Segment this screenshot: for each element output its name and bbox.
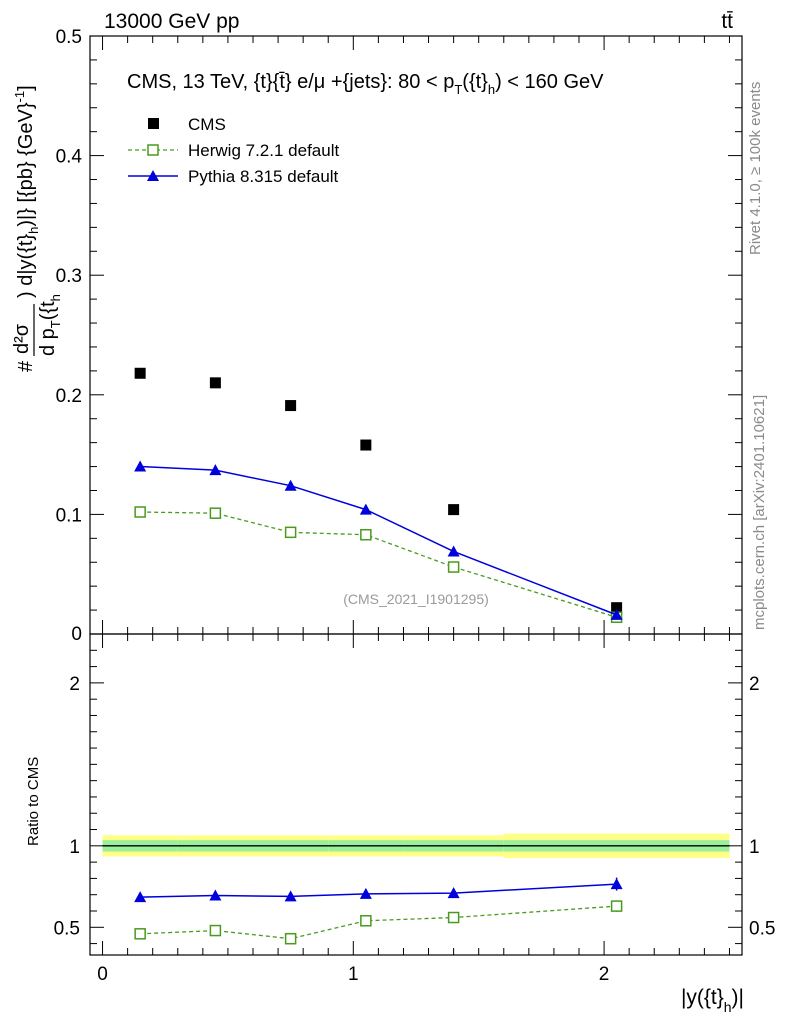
- series-line-herwig: [140, 511, 617, 618]
- legend-label-pythia: Pythia 8.315 default: [188, 167, 339, 186]
- rivet-label: Rivet 4.1.0, ≥ 100k events: [747, 82, 764, 255]
- svg-text:#: #: [15, 360, 37, 372]
- legend-item-cms: CMS: [148, 115, 226, 134]
- y-tick-label-ratio-right: 0.5: [749, 918, 775, 939]
- legend: CMS Herwig 7.2.1 default Pythia 8.315 de…: [128, 115, 339, 186]
- point-cms: [611, 602, 623, 614]
- ratio-point-herwig: [610, 900, 623, 912]
- chart-title: CMS, 13 TeV, {t}{t̄} e/μ +{jets}: 80 < p…: [127, 71, 604, 97]
- y-tick-label-main: 0.1: [56, 505, 82, 526]
- point-herwig: [447, 561, 460, 573]
- point-herwig: [284, 526, 297, 539]
- mcplots-label: mcplots.cern.ch [arXiv:2401.10621]: [751, 395, 768, 630]
- y-tick-label-main: 0.2: [56, 386, 82, 407]
- svg-text:d pT({th: d pT({th: [37, 294, 63, 356]
- ratio-point-pythia: [134, 891, 147, 903]
- ratio-plot-frame: [89, 633, 743, 956]
- y-tick-label-main: 0.5: [56, 27, 82, 48]
- y-tick-label-ratio-right: 2: [749, 674, 760, 695]
- legend-label-herwig: Herwig 7.2.1 default: [188, 141, 339, 160]
- legend-label-cms: CMS: [188, 115, 226, 134]
- ratio-series-layer: [134, 877, 623, 945]
- ratio-point-herwig: [209, 924, 222, 937]
- point-pythia: [610, 608, 623, 620]
- legend-item-herwig: Herwig 7.2.1 default: [128, 141, 339, 160]
- y-tick-label-ratio-right: 1: [749, 837, 760, 858]
- point-cms: [360, 439, 372, 451]
- analysis-watermark: (CMS_2021_I1901295): [343, 591, 489, 607]
- x-tick-label: 2: [599, 964, 610, 985]
- energy-label: 13000 GeV pp: [104, 10, 239, 33]
- process-label: tt̄: [721, 10, 733, 33]
- ratio-point-herwig: [360, 915, 372, 927]
- series-line-pythia: [140, 465, 617, 616]
- point-cms: [134, 367, 146, 379]
- x-axis-label: |y({t}h)|: [681, 986, 744, 1015]
- ratio-line-herwig: [140, 905, 617, 940]
- point-herwig: [360, 528, 372, 541]
- point-pythia: [209, 464, 222, 476]
- y-tick-label-ratio-left: 0.5: [54, 918, 80, 939]
- svg-text:d²σ: d²σ: [11, 323, 33, 354]
- point-herwig: [209, 507, 222, 519]
- ratio-uncertainty-bands: [102, 833, 730, 859]
- point-pythia: [134, 460, 147, 472]
- ratio-line-pythia: [140, 883, 617, 898]
- ratio-point-herwig: [447, 911, 460, 924]
- ratio-point-pythia: [610, 878, 623, 890]
- ratio-point-pythia: [359, 887, 372, 899]
- y-axis-label-ratio: Ratio to CMS: [25, 757, 42, 846]
- point-pythia: [284, 479, 297, 491]
- point-pythia: [359, 503, 372, 515]
- y-axis-label-main: # d²σ d pT({th ) d|y({t}h)|} [{pb} {GeV}…: [11, 85, 63, 372]
- point-pythia: [447, 545, 460, 557]
- legend-marker-cms: [148, 118, 159, 129]
- x-tick-label: 0: [97, 964, 108, 985]
- point-cms: [285, 400, 297, 412]
- ratio-point-herwig: [284, 932, 297, 945]
- axis-ticks: 0 1 2 0.1 0.2 0.3 0.4 0.5 0 0.5 0.5 1 1 2 2: [54, 27, 776, 985]
- series-layer: [134, 367, 623, 624]
- ratio-point-pythia: [284, 890, 297, 902]
- x-tick-label: 1: [348, 964, 359, 985]
- point-cms: [448, 504, 460, 516]
- y-tick-label-zero: 0: [71, 624, 82, 645]
- legend-marker-pythia: [147, 170, 159, 181]
- y-tick-label-main: 0.4: [56, 147, 83, 168]
- point-herwig: [134, 506, 146, 518]
- svg-text:) d|y({t}h)|} [{pb} {GeV}-1]: ) d|y({t}h)|} [{pb} {GeV}-1]: [12, 85, 41, 298]
- legend-marker-herwig: [147, 144, 159, 156]
- y-tick-label-main: 0.3: [56, 266, 82, 287]
- ratio-point-pythia: [209, 889, 222, 901]
- ratio-point-pythia: [447, 887, 460, 899]
- point-cms: [209, 377, 221, 389]
- ratio-point-herwig: [134, 928, 146, 940]
- y-tick-label-ratio-left: 2: [69, 674, 80, 695]
- y-tick-label-ratio-left: 1: [69, 837, 80, 858]
- legend-item-pythia: Pythia 8.315 default: [128, 167, 339, 186]
